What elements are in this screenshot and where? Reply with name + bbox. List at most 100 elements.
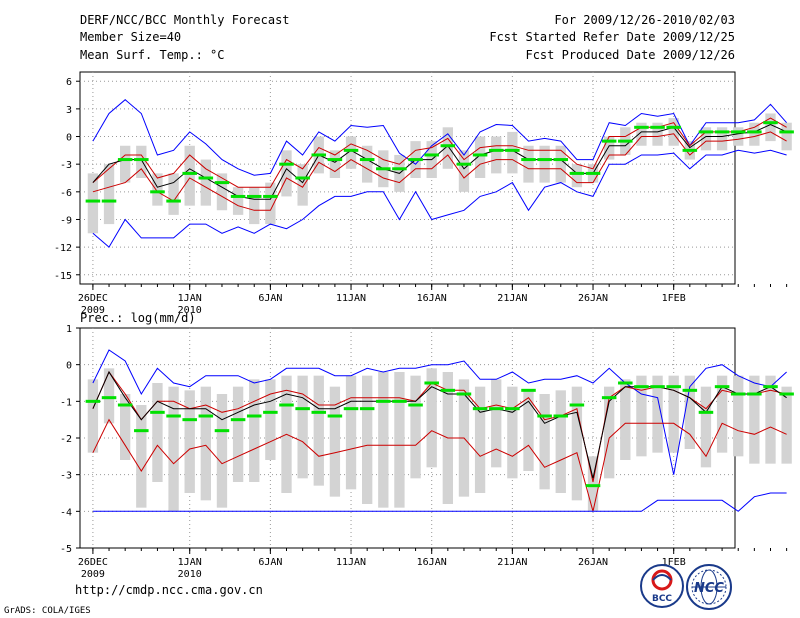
median-mark xyxy=(392,167,407,171)
median-mark xyxy=(601,139,617,143)
bcc-logo: BCC xyxy=(640,564,684,608)
ensemble-box xyxy=(620,379,631,460)
median-mark xyxy=(505,407,520,411)
x-tick-label: 26DEC xyxy=(78,557,108,568)
median-mark xyxy=(634,125,649,129)
y-tick-label: 3 xyxy=(66,105,72,116)
median-mark xyxy=(359,158,375,162)
ensemble-box xyxy=(87,173,99,234)
median-mark xyxy=(117,403,133,407)
y-tick-label: -2 xyxy=(60,434,72,445)
median-mark xyxy=(650,385,665,389)
x-tick-label: 11JAN xyxy=(336,293,366,304)
median-mark xyxy=(537,158,552,162)
ensemble-box xyxy=(394,372,405,508)
ensemble-box xyxy=(716,375,728,453)
ensemble-box xyxy=(232,386,244,482)
ensemble-box xyxy=(507,131,518,174)
ensemble-box xyxy=(120,394,131,460)
ensemble-box xyxy=(604,136,615,160)
forecast-start-date: Fcst Started Refer Date 2009/12/25 xyxy=(489,30,735,44)
median-mark xyxy=(666,125,681,129)
median-mark xyxy=(618,381,633,385)
y-tick-label: -15 xyxy=(54,271,72,282)
ensemble-box xyxy=(652,122,663,146)
median-mark xyxy=(392,399,407,403)
y-tick-label: -4 xyxy=(60,507,72,518)
source-url: http://cmdp.ncc.cma.gov.cn xyxy=(75,583,263,597)
median-mark xyxy=(343,148,359,152)
median-mark xyxy=(747,130,762,134)
median-mark xyxy=(440,144,456,148)
median-mark xyxy=(730,130,746,134)
median-mark xyxy=(182,171,197,175)
median-mark xyxy=(295,407,310,411)
median-mark xyxy=(359,407,375,411)
median-mark xyxy=(456,392,472,396)
bcc-logo-text: BCC xyxy=(652,594,672,604)
ensemble-box xyxy=(491,136,502,174)
median-mark xyxy=(714,130,730,134)
median-mark xyxy=(101,396,117,400)
ensemble-box xyxy=(184,390,195,493)
ensemble-box xyxy=(781,122,792,151)
ensemble-box xyxy=(571,164,583,188)
series-line-spread-lower xyxy=(92,131,787,211)
ensemble-box xyxy=(733,375,744,457)
ensemble-box xyxy=(265,379,276,460)
ncc-logo-text: NCC xyxy=(694,581,724,596)
x-tick-label: 6JAN xyxy=(258,293,282,304)
median-mark xyxy=(214,181,230,185)
ncc-logo: NCC xyxy=(686,564,732,610)
ensemble-box xyxy=(474,136,486,178)
x-tick-label: 16JAN xyxy=(417,293,447,304)
median-mark xyxy=(230,194,246,198)
median-mark xyxy=(698,410,714,414)
ensemble-box xyxy=(249,187,260,225)
y-tick-label: -9 xyxy=(60,215,72,226)
ensemble-box xyxy=(297,164,308,206)
ensemble-box xyxy=(265,182,276,225)
median-mark xyxy=(585,171,601,175)
ensemble-box xyxy=(281,150,292,197)
y-tick-label: -3 xyxy=(60,160,72,171)
ensemble-box xyxy=(491,379,502,468)
y-tick-label: -12 xyxy=(54,243,72,254)
ensemble-box xyxy=(168,173,179,215)
y-tick-label: -5 xyxy=(60,544,72,555)
median-mark xyxy=(246,194,262,198)
ensemble-box xyxy=(668,118,679,146)
x-tick-label: 1FEB xyxy=(662,557,686,568)
median-mark xyxy=(585,484,601,488)
ensemble-box xyxy=(136,145,147,178)
ensemble-box xyxy=(216,173,228,211)
x-tick-label: 11JAN xyxy=(336,557,366,568)
median-mark xyxy=(198,414,214,418)
median-mark xyxy=(117,158,133,162)
ensemble-box xyxy=(426,368,437,468)
series-line-max xyxy=(92,99,787,176)
median-mark xyxy=(472,407,488,411)
median-mark xyxy=(714,385,730,389)
member-size-label: Member Size=40 xyxy=(80,30,181,44)
median-mark xyxy=(182,418,197,422)
ensemble-box xyxy=(781,386,792,464)
ensemble-box xyxy=(765,113,776,142)
ensemble-box xyxy=(571,386,583,501)
x-tick-year-label: 2010 xyxy=(178,305,202,316)
x-tick-label: 1FEB xyxy=(662,293,686,304)
median-mark xyxy=(424,153,439,157)
y-tick-label: 0 xyxy=(66,133,72,144)
x-tick-label: 26JAN xyxy=(578,557,608,568)
series-line-max xyxy=(92,349,787,475)
x-tick-year-label: 2009 xyxy=(81,305,105,316)
ensemble-box xyxy=(362,375,373,504)
x-tick-year-label: 2009 xyxy=(81,569,105,580)
ensemble-box xyxy=(507,386,518,479)
ensemble-box xyxy=(329,150,341,178)
series-line-min xyxy=(92,149,787,248)
median-mark xyxy=(424,381,439,385)
ensemble-box xyxy=(152,383,163,482)
median-mark xyxy=(569,171,585,175)
